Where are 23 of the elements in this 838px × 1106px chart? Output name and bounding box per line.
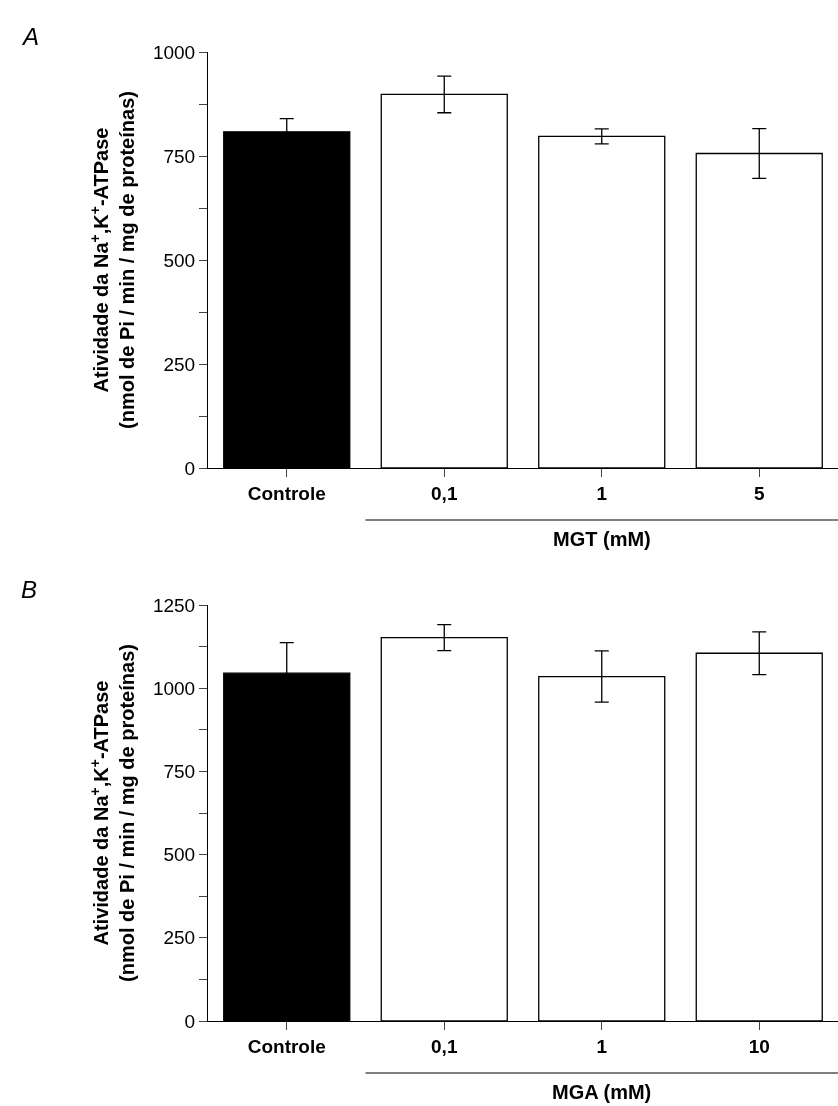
x-axis-title: MGT (mM) (553, 528, 651, 550)
y-tick-label: 1000 (152, 677, 196, 699)
x-tick-label: 0,1 (431, 482, 458, 504)
y-tick-label: 1250 (152, 594, 196, 616)
text: A (21, 23, 40, 50)
y-tick-label: 250 (163, 927, 196, 949)
x-tick-label: Controle (247, 1035, 326, 1057)
y-tick-label: 250 (163, 353, 196, 375)
y-tick-label: 500 (163, 844, 196, 866)
x-tick-label: 1 (596, 482, 608, 504)
text: B (21, 576, 38, 603)
y-tick-label: 1000 (152, 41, 196, 63)
x-tick-label: 1 (596, 1035, 608, 1057)
x-tick-label: 10 (748, 1035, 770, 1057)
y-tick-label: 0 (184, 1010, 196, 1032)
x-tick-label: Controle (247, 482, 326, 504)
y-tick-label: 750 (163, 761, 196, 783)
x-tick-label: 0,1 (431, 1035, 458, 1057)
x-tick-label: 5 (753, 482, 765, 504)
y-tick-label: 0 (184, 457, 196, 479)
y-tick-label: 750 (163, 145, 196, 167)
y-tick-label: 500 (163, 249, 196, 271)
x-axis-title: MGA (mM) (552, 1081, 652, 1103)
